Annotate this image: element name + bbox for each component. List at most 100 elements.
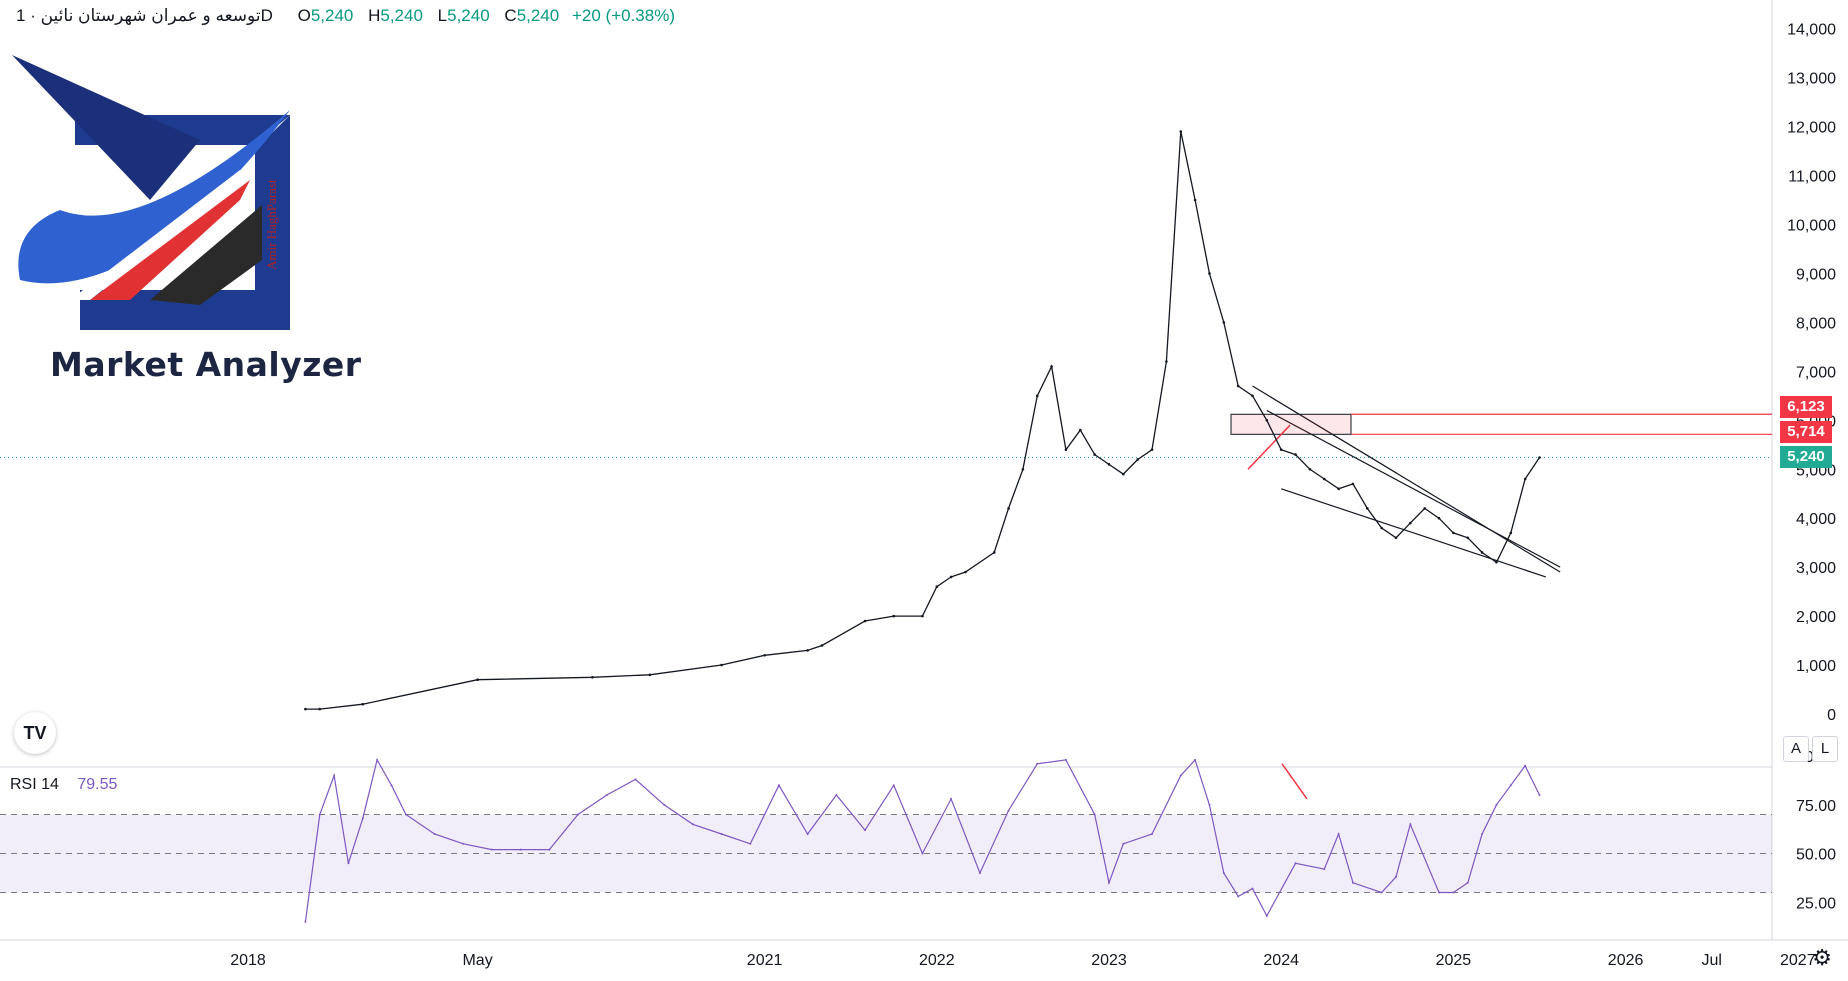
rsi-point: [462, 842, 465, 845]
price-point: [1308, 467, 1312, 471]
rsi-tick-label: 75.00: [1796, 798, 1836, 815]
price-point: [1136, 458, 1139, 461]
price-tick-label: 12,000: [1787, 120, 1836, 137]
price-point: [1423, 507, 1426, 510]
settings-gear-icon[interactable]: ⚙: [1812, 945, 1832, 970]
close-label: C: [504, 6, 517, 25]
log-scale-button[interactable]: L: [1812, 736, 1838, 762]
channel-upper-line[interactable]: [1252, 385, 1561, 573]
rsi-point: [605, 794, 608, 796]
price-point: [1093, 453, 1096, 456]
rsi-point: [1251, 887, 1254, 890]
channel-lower-line[interactable]: [1266, 409, 1561, 568]
rsi-point: [921, 852, 924, 855]
price-point: [1294, 453, 1297, 456]
tradingview-logo-icon[interactable]: TV: [14, 712, 56, 754]
price-point: [1236, 384, 1240, 388]
time-tick-label: May: [462, 952, 492, 969]
rsi-point: [1208, 803, 1211, 806]
symbol-legend[interactable]: توسعه و عمران شهرستان نائین · 1D O5,240 …: [10, 6, 675, 26]
rsi-point: [749, 842, 752, 845]
high-label: H: [368, 6, 381, 25]
time-tick-label: 2018: [230, 952, 266, 969]
price-point: [1251, 394, 1254, 398]
rsi-point: [433, 833, 436, 835]
rsi-point: [892, 784, 895, 787]
price-point: [1050, 365, 1053, 368]
low-value: 5,240: [447, 6, 490, 25]
price-axis: 01,0002,0003,0004,0005,0006,0007,0008,00…: [1787, 22, 1836, 724]
rsi-point: [318, 813, 321, 816]
price-point: [361, 702, 365, 706]
rsi-value: 79.55: [77, 776, 118, 793]
rsi-point: [304, 920, 307, 923]
price-tick-label: 14,000: [1787, 22, 1836, 39]
rsi-point: [1495, 803, 1498, 806]
price-point: [1538, 456, 1541, 459]
close-value: 5,240: [516, 6, 560, 25]
high-value: 5,240: [380, 6, 423, 25]
price-point: [1366, 507, 1369, 510]
zone-high-tag: 6,123: [1780, 396, 1832, 418]
price-point: [1007, 507, 1010, 510]
drawings: [0, 385, 1772, 800]
price-point: [318, 707, 322, 711]
price-point: [863, 619, 867, 623]
price-tick-label: 2,000: [1796, 609, 1836, 626]
price-series: [304, 130, 1541, 711]
rsi-point: [1294, 862, 1297, 865]
rsi-point: [1323, 868, 1326, 871]
price-point: [591, 675, 594, 679]
market-analyzer-logo-icon: [12, 55, 290, 330]
rsi-point: [1064, 758, 1067, 761]
wedge-bottom-line[interactable]: [1281, 488, 1546, 578]
rsi-point: [390, 784, 393, 787]
time-tick-label: 2024: [1263, 952, 1299, 969]
logo-signature: Amir HaghParast: [264, 179, 279, 270]
rsi-point: [1380, 891, 1383, 894]
time-tick-label: 2023: [1091, 952, 1127, 969]
rsi-tick-label: 50.00: [1796, 847, 1836, 864]
projection-arrow-line: [1247, 424, 1291, 470]
rsi-divergence-line: [1281, 763, 1308, 800]
price-tick-label: 0: [1827, 707, 1836, 724]
price-tick-label: 8,000: [1796, 315, 1836, 332]
rsi-label: RSI 14: [10, 776, 59, 793]
price-point: [1021, 467, 1025, 471]
rsi-point: [1538, 794, 1541, 796]
price-point: [1165, 360, 1168, 363]
rsi-point: [1036, 762, 1039, 765]
price-point: [1437, 516, 1441, 520]
price-point: [1337, 487, 1340, 491]
change-value: +20 (+0.38%): [571, 6, 675, 25]
price-point: [1208, 272, 1211, 275]
price-point: [720, 663, 723, 667]
legend-separator: ·: [30, 6, 36, 25]
rsi-point: [333, 774, 336, 777]
rsi-point: [1452, 891, 1455, 894]
rsi-point: [950, 797, 953, 800]
price-point: [476, 678, 479, 682]
rsi-point: [806, 833, 809, 835]
rsi-point: [1194, 758, 1197, 761]
rsi-point: [577, 813, 580, 816]
time-tick-label: 2026: [1608, 952, 1644, 969]
price-point: [1509, 531, 1513, 535]
price-point: [1466, 536, 1470, 540]
price-point: [820, 644, 824, 647]
auto-scale-button[interactable]: A: [1783, 736, 1809, 762]
symbol-name: توسعه و عمران شهرستان نائین: [40, 6, 261, 25]
rsi-point: [361, 817, 364, 820]
rsi-point: [1007, 809, 1010, 812]
time-tick-label: 2025: [1436, 952, 1472, 969]
price-point: [1380, 526, 1383, 530]
rsi-point: [1265, 914, 1268, 917]
rsi-legend[interactable]: RSI 14 79.55: [10, 776, 117, 794]
price-point: [1079, 428, 1082, 432]
target-zone-box[interactable]: [1230, 413, 1352, 435]
price-point: [949, 575, 953, 579]
price-point: [1064, 448, 1068, 451]
rsi-point: [1237, 895, 1240, 898]
